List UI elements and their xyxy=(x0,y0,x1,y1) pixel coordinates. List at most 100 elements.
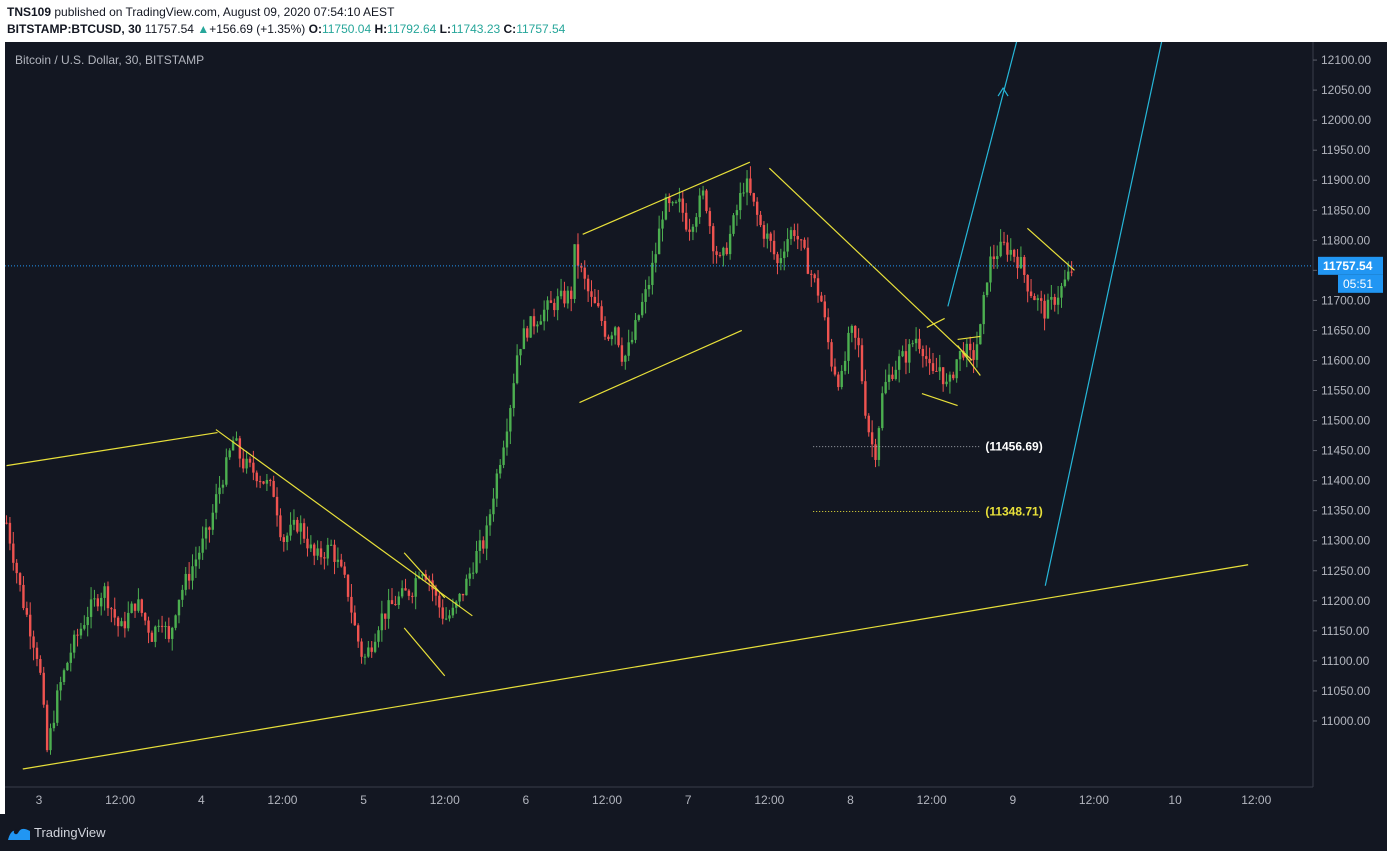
candle xyxy=(123,611,127,638)
candle-body xyxy=(471,572,475,574)
candle-body xyxy=(539,321,542,325)
candle-body xyxy=(603,320,607,337)
x-tick-label: 12:00 xyxy=(917,793,947,807)
candle-body xyxy=(390,600,394,605)
publish-line: TNS109 published on TradingView.com, Aug… xyxy=(7,5,394,19)
candle-body xyxy=(120,621,123,627)
candle-body xyxy=(482,540,485,549)
author-name[interactable]: TNS109 xyxy=(7,5,52,19)
candle xyxy=(864,369,867,419)
candle xyxy=(786,228,789,258)
candle xyxy=(116,615,120,637)
tradingview-logo-icon[interactable] xyxy=(7,825,31,841)
candle-body xyxy=(610,335,613,340)
trendline xyxy=(957,345,981,376)
candle xyxy=(49,723,52,755)
candle xyxy=(184,566,187,596)
candle-body xyxy=(965,343,969,358)
candle-body xyxy=(191,566,194,581)
candle-body xyxy=(208,527,211,530)
candle xyxy=(894,360,898,381)
candle-body xyxy=(285,535,289,543)
candle xyxy=(289,512,292,541)
candle xyxy=(83,615,86,631)
candle-body xyxy=(367,647,370,657)
candle-body xyxy=(617,327,620,346)
candle-body xyxy=(56,690,59,723)
candle xyxy=(313,542,316,566)
countdown-bg xyxy=(1338,274,1383,293)
candle xyxy=(377,626,380,648)
candle-body xyxy=(769,233,772,241)
candle-body xyxy=(174,615,177,628)
candle xyxy=(982,291,985,335)
candle xyxy=(526,325,529,342)
candle-body xyxy=(353,612,357,626)
candle xyxy=(755,197,759,227)
candle xyxy=(837,371,840,391)
candle-body xyxy=(901,351,904,357)
candle xyxy=(945,373,948,387)
candle-body xyxy=(1016,256,1019,269)
candle xyxy=(269,478,272,487)
candle-body xyxy=(908,344,911,363)
candle-body xyxy=(242,458,245,469)
candle xyxy=(810,269,813,288)
candle xyxy=(911,340,914,348)
candle xyxy=(563,281,566,308)
time-axis[interactable]: 3 12:00 4 12:00 5 12:00 6 12:00 7 12:00 8 12:00 9 12:… xyxy=(5,786,1313,807)
candle-body xyxy=(739,193,742,211)
candle xyxy=(992,244,996,269)
candle-body xyxy=(718,254,722,256)
trendline xyxy=(768,167,973,361)
candle-body xyxy=(265,480,269,484)
candle xyxy=(5,515,8,525)
candle-body xyxy=(1040,298,1043,301)
candle xyxy=(512,373,515,417)
candle xyxy=(255,470,258,488)
candle-body xyxy=(400,588,404,597)
candle-body xyxy=(272,480,275,497)
candle xyxy=(921,345,925,368)
ohlc-legend: BITSTAMP:BTCUSD, 30 11757.54 ▲+156.69 (+… xyxy=(7,22,565,36)
candle-body xyxy=(39,658,42,673)
price-chart[interactable]: (11456.69) (11348.71) 11000.00 11050.00 111… xyxy=(5,0,1387,814)
candle xyxy=(789,226,793,245)
candle-body xyxy=(1060,286,1063,298)
candle-body xyxy=(421,574,424,577)
candle xyxy=(610,331,613,346)
candle xyxy=(191,554,194,590)
countdown-label: 05:51 xyxy=(1343,277,1373,291)
candle xyxy=(925,345,928,367)
candle xyxy=(177,599,181,624)
candle xyxy=(634,313,637,344)
candle-body xyxy=(380,613,384,631)
candle-body xyxy=(607,336,610,340)
candle xyxy=(735,204,739,226)
y-tick-label: 11100.00 xyxy=(1321,654,1370,668)
candle xyxy=(154,625,157,648)
candle-body xyxy=(644,289,647,302)
price-axis[interactable]: 11000.00 11050.00 11100.00 11150.00 11200.00… xyxy=(1312,23,1387,814)
candle xyxy=(783,241,786,271)
candle-body xyxy=(1009,249,1012,255)
candle xyxy=(972,342,975,374)
candle xyxy=(346,574,350,602)
chart-area[interactable]: (11456.69) (11348.71) 11000.00 11050.00 111… xyxy=(5,0,1387,814)
x-tick-label: 12:00 xyxy=(1241,793,1271,807)
candle xyxy=(127,601,130,632)
tradingview-brand[interactable]: TradingView xyxy=(34,825,106,840)
candle xyxy=(688,218,691,241)
candle xyxy=(519,348,522,366)
candle-body xyxy=(177,599,181,616)
candle-body xyxy=(1019,257,1023,269)
candle-body xyxy=(630,339,634,343)
candle xyxy=(962,342,965,361)
candle xyxy=(654,242,657,273)
candle-body xyxy=(69,652,72,663)
candle-body xyxy=(1029,291,1033,297)
candle xyxy=(985,282,989,298)
candle-body xyxy=(113,609,116,618)
candle-body xyxy=(143,612,147,621)
candle-body xyxy=(651,262,654,285)
